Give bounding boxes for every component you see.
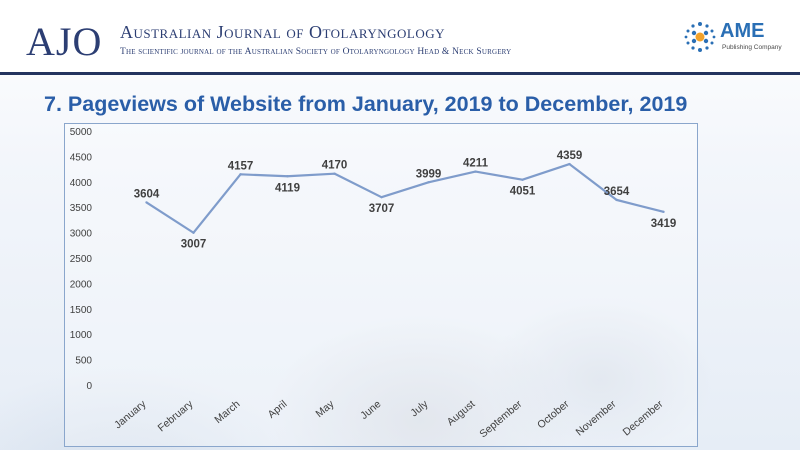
line-chart: 0 500 1000 1500 2000 2500 3000 3500 4000 4500 5000… [70,127,677,441]
y-tick-label: 1500 [70,305,93,316]
slide-title: 7. Pageviews of Website from January, 20… [44,92,688,116]
data-label: 4359 [557,150,583,162]
data-label: 3604 [134,188,160,200]
x-tick-label: October [535,398,572,432]
data-point [380,195,383,199]
y-tick-label: 1000 [70,330,93,341]
y-tick-label: 3000 [70,229,93,240]
x-tick-label: May [314,398,337,420]
data-label: 4051 [510,186,536,198]
data-point [615,198,618,202]
data-point [568,162,571,166]
data-label: 4119 [275,182,300,194]
data-label: 3707 [369,203,395,215]
x-tick-label: September [477,398,524,441]
journal-subtitle: The scientific journal of the Australian… [120,47,512,57]
data-label: 3654 [604,186,630,198]
ame-logo: AME Publishing Company [682,18,782,58]
y-tick-label: 4500 [70,152,93,163]
data-point [286,175,289,178]
data-point [239,173,242,176]
x-tick-label: July [408,398,431,420]
data-label: 4157 [228,160,254,172]
data-label: 4170 [322,160,348,172]
x-tick-label: November [574,398,619,439]
ame-logo-tagline: Publishing Company [722,44,782,51]
x-tick-label: January [112,398,149,432]
header-divider [0,72,800,75]
y-tick-label: 2500 [70,254,93,265]
ame-globe-icon [684,22,716,52]
y-tick-label: 0 [86,381,92,392]
data-point [427,181,430,184]
data-point [662,210,665,214]
ame-logo-text: AME [720,20,765,42]
y-tick-label: 3500 [70,203,93,214]
data-point [521,178,524,181]
data-label: 3419 [651,218,677,230]
x-tick-label: December [621,398,666,439]
journal-title: Australian Journal of Otolaryngology [120,22,445,42]
data-label: 3007 [181,239,207,251]
y-tick-label: 4000 [70,178,93,189]
x-tick-label: April [266,398,290,421]
slide-header: AJO Australian Journal of Otolaryngology… [0,0,800,74]
background-photo [0,120,800,450]
y-tick-label: 500 [75,356,92,367]
x-tick-label: June [358,398,383,422]
ajo-logo: AJO [26,19,103,64]
x-tick-label: February [156,398,196,435]
data-point [333,172,336,175]
data-label: 4211 [463,158,489,170]
pageviews-series-line [145,162,664,234]
data-point [145,201,148,204]
x-tick-label: March [212,398,242,426]
y-tick-label: 5000 [70,127,93,138]
data-label: 3999 [416,168,442,180]
y-tick-label: 2000 [70,279,93,290]
x-tick-label: August [445,398,478,428]
data-point [192,231,195,234]
chart-frame: 0 500 1000 1500 2000 2500 3000 3500 4000 4500 5000… [64,123,698,447]
data-point [474,170,477,173]
